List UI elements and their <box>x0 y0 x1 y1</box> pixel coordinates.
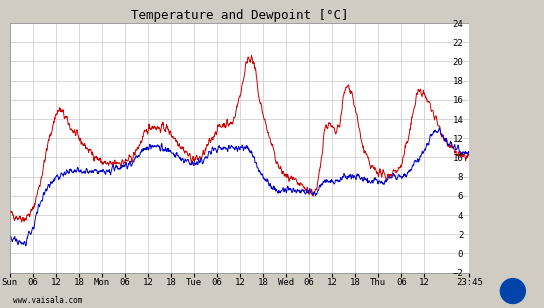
Title: Temperature and Dewpoint [°C]: Temperature and Dewpoint [°C] <box>131 9 348 22</box>
Circle shape <box>500 278 526 304</box>
Text: www.vaisala.com: www.vaisala.com <box>13 296 82 305</box>
